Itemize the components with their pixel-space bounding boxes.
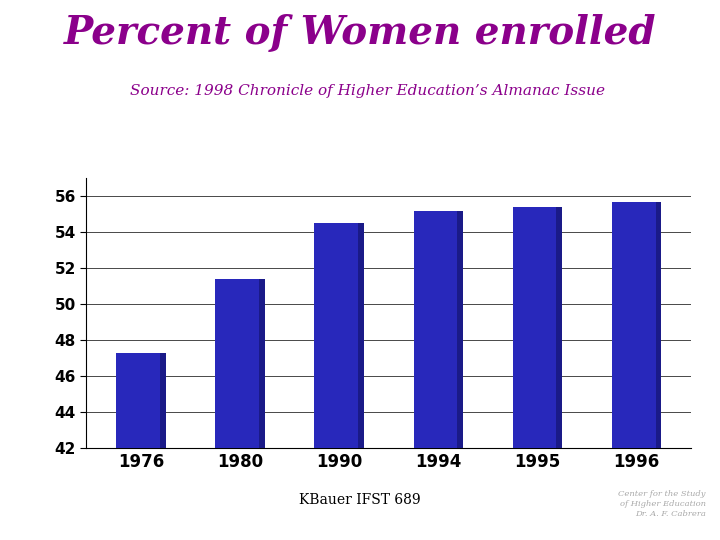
Bar [160,353,166,540]
Bar [557,207,562,540]
Bar [513,207,562,540]
Bar [116,353,166,540]
Bar [215,279,265,540]
Bar [315,223,364,540]
Text: Source: 1998 Chronicle of Higher Education’s Almanac Issue: Source: 1998 Chronicle of Higher Educati… [130,84,605,98]
Bar [655,201,662,540]
Text: Percent of Women enrolled: Percent of Women enrolled [64,14,656,51]
Bar [259,279,265,540]
Bar [612,201,662,540]
Text: KBauer IFST 689: KBauer IFST 689 [300,492,420,507]
Bar [457,211,463,540]
Bar [358,223,364,540]
Bar [413,211,463,540]
Text: Center for the Study
of Higher Education
Dr. A. F. Cabrera: Center for the Study of Higher Education… [618,490,706,518]
